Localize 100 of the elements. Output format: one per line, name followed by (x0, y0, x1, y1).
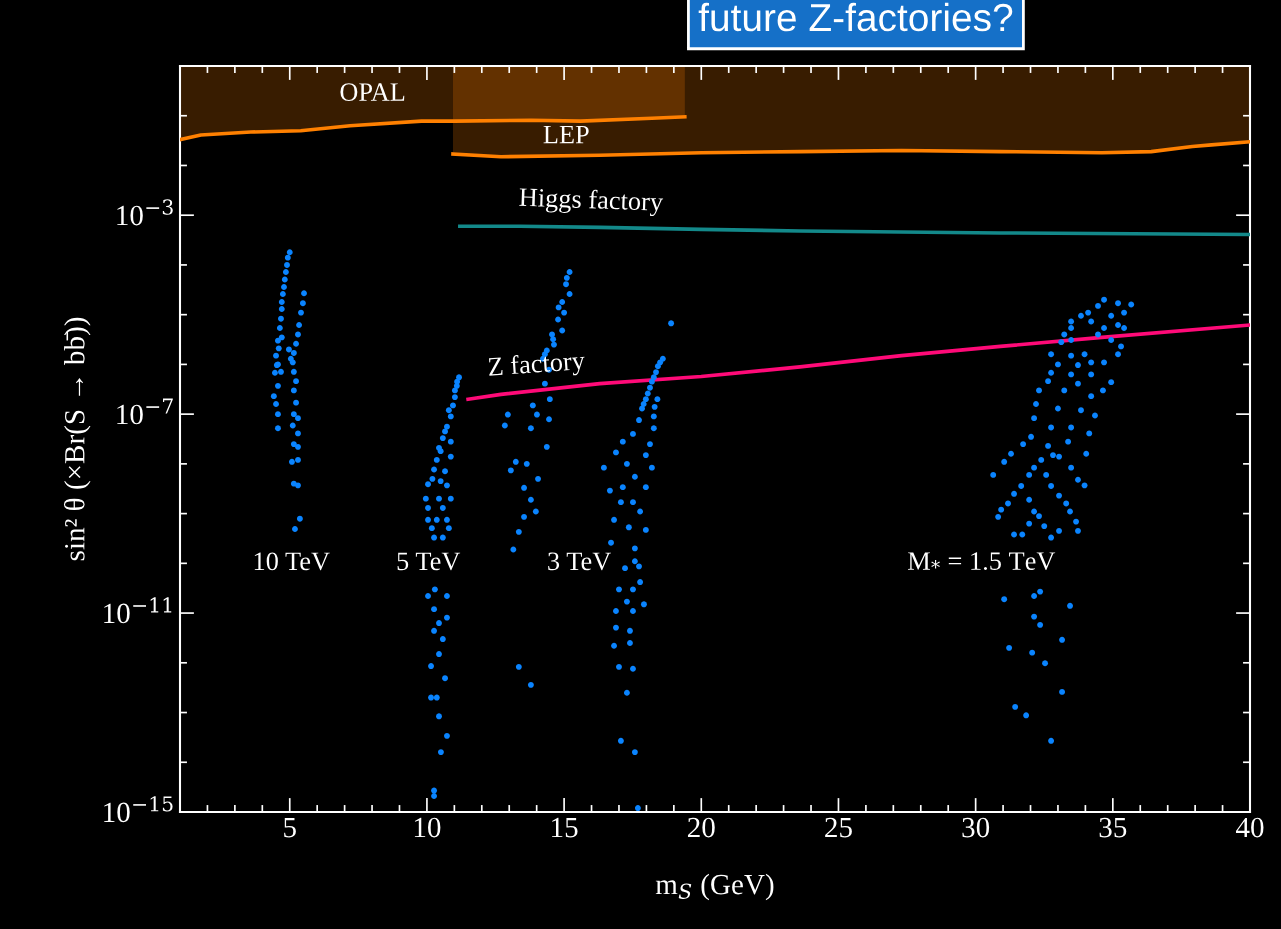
point (543, 443, 550, 450)
point (630, 608, 636, 614)
point (648, 464, 655, 471)
y-tick-label: 10$^{−7}$ (117, 398, 173, 425)
point (290, 387, 297, 394)
point (521, 484, 527, 491)
point (273, 401, 279, 407)
point (296, 515, 303, 522)
point (295, 415, 301, 422)
point (428, 663, 434, 669)
point (541, 380, 548, 387)
x-tick-label: 10 (414, 817, 441, 838)
point (613, 449, 619, 456)
point (631, 545, 638, 552)
point (287, 355, 294, 362)
point (286, 249, 293, 256)
point (429, 475, 436, 482)
point (617, 499, 624, 506)
point (654, 396, 661, 403)
x-tick-label: 30 (962, 817, 990, 838)
point (521, 513, 527, 520)
point (515, 528, 522, 535)
point (431, 787, 437, 794)
y-tick-label: 10$^{−11}$ (104, 597, 172, 624)
point (428, 525, 435, 532)
point (292, 526, 298, 532)
point (555, 316, 562, 323)
point (437, 749, 444, 756)
x-tick-label: 40 (1235, 817, 1264, 838)
annotation: LEP (543, 125, 589, 144)
point (630, 586, 636, 593)
point (293, 399, 299, 406)
point (428, 694, 434, 701)
point (631, 749, 638, 756)
point (608, 539, 614, 546)
chart-title: future Z-factories? (698, 2, 1013, 32)
point (425, 504, 431, 511)
x-tick-label: 5 (284, 818, 296, 838)
point (642, 452, 649, 459)
point (451, 387, 458, 394)
point (295, 430, 301, 437)
point (439, 504, 446, 511)
point (559, 327, 566, 334)
point (439, 435, 446, 442)
point (535, 475, 541, 482)
point (512, 458, 519, 465)
y-axis-title: sin² θ (×Br(S → bb̄)) (63, 317, 91, 561)
point (296, 322, 303, 328)
point (613, 624, 619, 631)
point (454, 378, 461, 385)
point (627, 627, 633, 634)
point (631, 558, 638, 565)
point (657, 359, 664, 366)
point (627, 640, 633, 646)
x-tick-label: 15 (552, 817, 578, 838)
point (648, 378, 655, 385)
point (636, 563, 642, 570)
point (444, 423, 450, 430)
point (276, 325, 283, 331)
point (285, 346, 292, 353)
point (611, 516, 617, 523)
point (622, 565, 628, 572)
point (275, 411, 281, 418)
point (439, 636, 446, 643)
point (275, 345, 282, 352)
point (299, 300, 306, 307)
point (436, 495, 442, 502)
point (600, 464, 607, 471)
point (445, 407, 452, 414)
point (442, 468, 448, 475)
point (439, 534, 446, 541)
point (437, 448, 444, 455)
point (546, 396, 553, 403)
point (282, 269, 289, 275)
point (647, 384, 653, 391)
point (270, 393, 277, 400)
point (288, 458, 295, 465)
point (527, 681, 534, 688)
point (422, 495, 429, 502)
point (290, 411, 297, 418)
point (616, 586, 622, 593)
point (527, 496, 534, 503)
point (616, 663, 622, 670)
annotation: 5 TeV (397, 552, 461, 571)
point (293, 378, 299, 385)
point (290, 441, 297, 448)
point (644, 390, 651, 397)
point (295, 482, 301, 489)
point (436, 713, 442, 720)
point (636, 417, 642, 424)
point (271, 369, 278, 376)
point (613, 608, 619, 614)
point (425, 593, 431, 599)
point (447, 438, 454, 445)
point (451, 394, 458, 401)
point (532, 508, 539, 515)
point (437, 478, 444, 485)
point (450, 402, 456, 409)
annotation: Z factory (488, 350, 586, 382)
point (619, 484, 626, 491)
